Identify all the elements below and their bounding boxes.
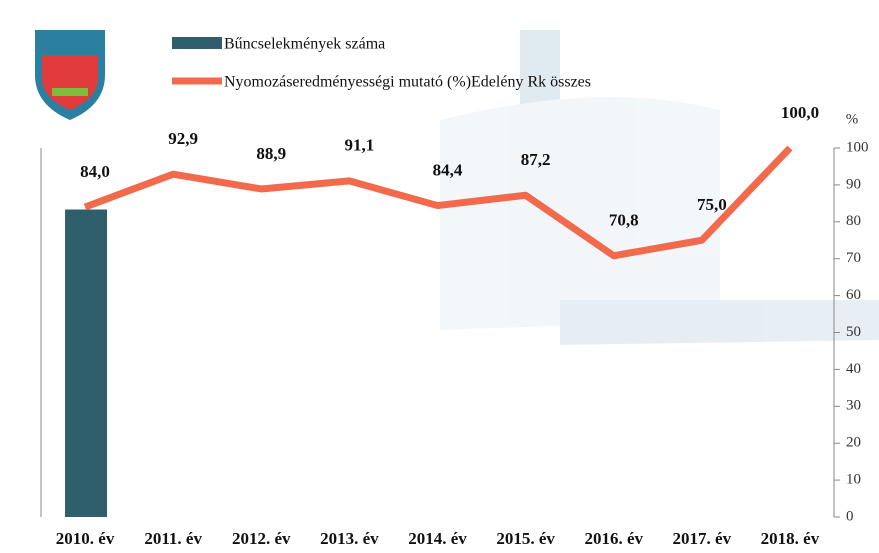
y2-tick-label: 30 [846,398,861,414]
x-tick-label: 2014. év [408,529,467,548]
data-label: 87,2 [521,150,551,169]
y2-tick-label: 50 [846,324,861,340]
legend-label: Bűncselekmények száma [224,36,385,53]
y2-tick-label: 100 [846,139,869,155]
y2-axis-label: % [846,111,859,127]
x-tick-label: 2015. év [496,529,555,548]
data-label: 100,0 [781,103,819,122]
x-tick-label: 2016. év [584,529,643,548]
y2-tick-label: 80 [846,213,861,229]
y2-tick-label: 60 [846,287,861,303]
y2-tick-label: 70 [846,250,861,266]
data-label: 91,1 [345,136,375,155]
legend-label: Nyomozáseredményességi mutató (%)Edelény… [224,74,591,91]
x-tick-label: 2017. év [673,529,732,548]
y2-tick-label: 40 [846,361,861,377]
bar [65,210,107,518]
chart: % Bűncselekmények száma Nyomozáseredmény… [0,0,879,553]
data-label: 75,0 [697,195,727,214]
x-tick-label: 2010. év [56,529,115,548]
x-tick-label: 2013. év [320,529,379,548]
data-label: 92,9 [168,129,198,148]
data-label: 84,4 [433,160,463,179]
x-tick-label: 2012. év [232,529,291,548]
y2-tick-label: 20 [846,435,861,451]
y2-tick-label: 10 [846,472,861,488]
y2-tick-label: 90 [846,176,861,192]
data-label: 88,9 [256,144,286,163]
data-label: 70,8 [609,211,639,230]
x-tick-label: 2011. év [144,529,202,548]
data-label: 84,0 [80,162,110,181]
y2-tick-label: 0 [846,508,854,524]
legend-swatch [172,37,222,49]
x-tick-label: 2018. év [761,529,820,548]
